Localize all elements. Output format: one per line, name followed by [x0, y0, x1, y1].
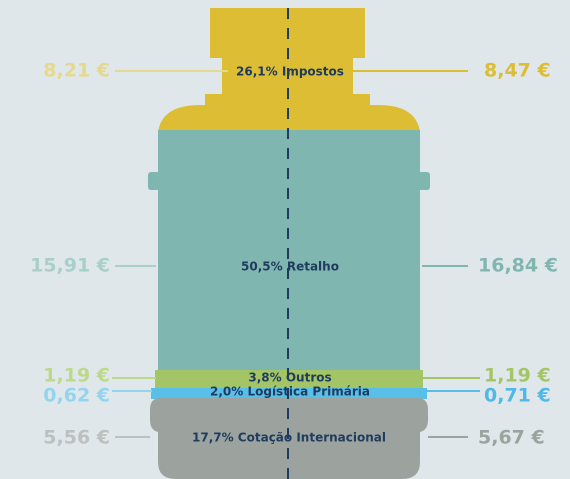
left-value: 5,56 €: [43, 427, 110, 449]
segment-label: 3,8% Outros: [248, 371, 331, 385]
segment-label: 50,5% Retalho: [241, 260, 339, 274]
right-value: 0,71 €: [484, 385, 551, 407]
left-value: 8,21 €: [43, 60, 110, 82]
right-value: 1,19 €: [484, 365, 551, 387]
segment-label: 2,0% Logística Primária: [210, 385, 370, 399]
right-value: 16,84 €: [478, 255, 558, 277]
left-value: 1,19 €: [43, 365, 110, 387]
right-value: 5,67 €: [478, 427, 545, 449]
lug: [148, 172, 160, 190]
right-value: 8,47 €: [484, 60, 551, 82]
lug: [418, 172, 430, 190]
left-value: 0,62 €: [43, 385, 110, 407]
band-outros: [155, 370, 423, 389]
left-value: 15,91 €: [30, 255, 110, 277]
segment-label: 17,7% Cotação Internacional: [192, 431, 386, 445]
segment-label: 26,1% Impostos: [236, 65, 344, 79]
